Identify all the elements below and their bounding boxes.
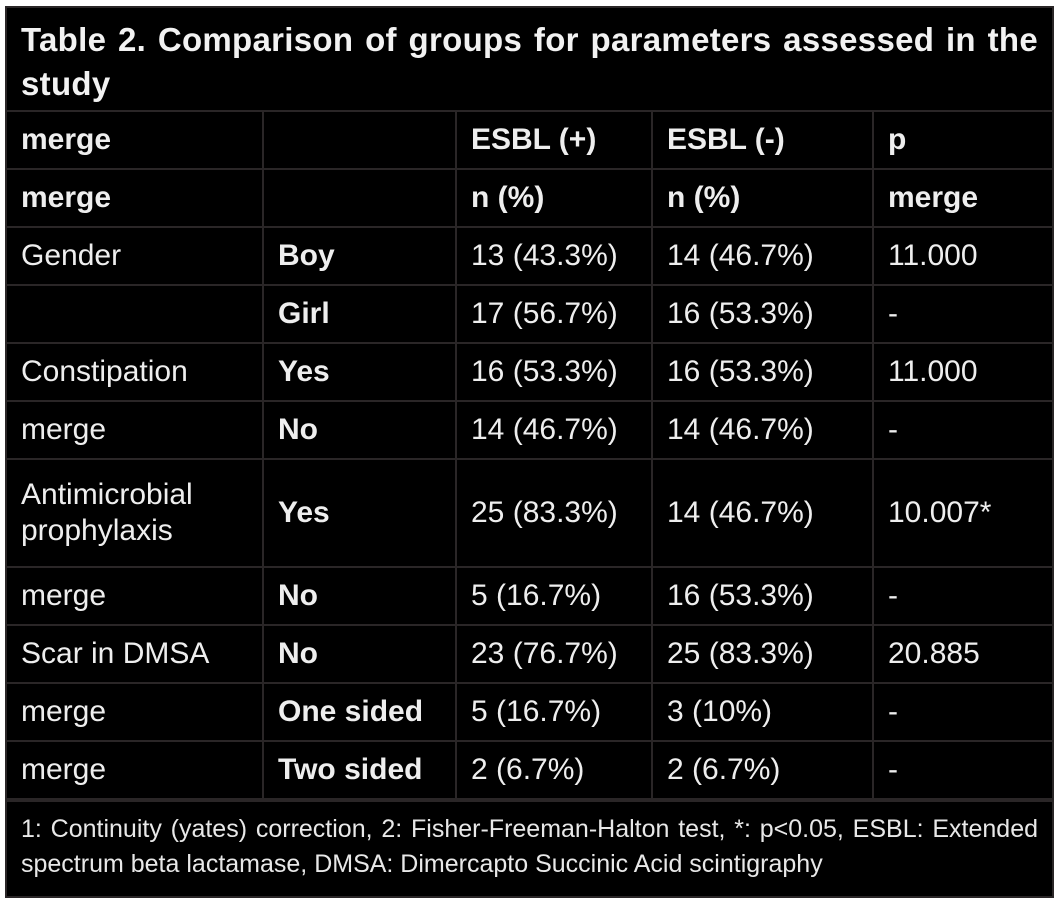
- parameter-cell: merge: [7, 682, 264, 742]
- table-row: Antimicrobial prophylaxis Yes 25 (83.3%)…: [7, 458, 1052, 568]
- parameter-cell: merge: [7, 740, 264, 800]
- p-value-cell: 20.885: [872, 624, 1052, 684]
- parameter-cell: Scar in DMSA: [7, 624, 264, 684]
- esbl-positive-cell: 25 (83.3%): [455, 458, 653, 568]
- p-value-cell: 11.000: [872, 342, 1052, 402]
- esbl-positive-cell: 5 (16.7%): [455, 682, 653, 742]
- header-cell: merge: [7, 168, 264, 228]
- category-cell: No: [262, 624, 457, 684]
- category-cell: Girl: [262, 284, 457, 344]
- table-footnote: 1: Continuity (yates) correction, 2: Fis…: [7, 800, 1052, 882]
- esbl-negative-cell: 16 (53.3%): [651, 566, 874, 626]
- category-cell: One sided: [262, 682, 457, 742]
- p-value-cell: 10.007*: [872, 458, 1052, 568]
- table-row: merge No 5 (16.7%) 16 (53.3%) -: [7, 566, 1052, 626]
- esbl-negative-cell: 3 (10%): [651, 682, 874, 742]
- header-cell: [262, 168, 457, 228]
- category-cell: Yes: [262, 458, 457, 568]
- esbl-negative-cell: 14 (46.7%): [651, 458, 874, 568]
- p-value-cell: 11.000: [872, 226, 1052, 286]
- esbl-negative-cell: 2 (6.7%): [651, 740, 874, 800]
- table-container: Table 2. Comparison of groups for parame…: [5, 6, 1054, 898]
- parameter-cell: Constipation: [7, 342, 264, 402]
- esbl-positive-cell: 17 (56.7%): [455, 284, 653, 344]
- table-row: Constipation Yes 16 (53.3%) 16 (53.3%) 1…: [7, 342, 1052, 402]
- p-value-cell: -: [872, 566, 1052, 626]
- parameter-cell: merge: [7, 566, 264, 626]
- table-row: merge No 14 (46.7%) 14 (46.7%) -: [7, 400, 1052, 460]
- parameter-cell: Gender: [7, 226, 264, 286]
- esbl-positive-cell: 13 (43.3%): [455, 226, 653, 286]
- esbl-positive-cell: 2 (6.7%): [455, 740, 653, 800]
- esbl-negative-cell: 14 (46.7%): [651, 226, 874, 286]
- table-row: Scar in DMSA No 23 (76.7%) 25 (83.3%) 20…: [7, 624, 1052, 684]
- category-cell: Yes: [262, 342, 457, 402]
- header-row: merge n (%) n (%) merge: [7, 168, 1052, 228]
- p-value-cell: -: [872, 400, 1052, 460]
- category-cell: Two sided: [262, 740, 457, 800]
- header-row: merge ESBL (+) ESBL (-) p: [7, 112, 1052, 170]
- category-cell: Boy: [262, 226, 457, 286]
- header-unit: n (%): [651, 168, 874, 228]
- p-value-cell: -: [872, 740, 1052, 800]
- header-esbl-positive: ESBL (+): [455, 112, 653, 170]
- parameter-cell: Antimicrobial prophylaxis: [7, 458, 264, 568]
- table-row: merge One sided 5 (16.7%) 3 (10%) -: [7, 682, 1052, 742]
- header-unit: n (%): [455, 168, 653, 228]
- comparison-table: merge ESBL (+) ESBL (-) p merge n (%) n …: [7, 112, 1052, 800]
- esbl-negative-cell: 16 (53.3%): [651, 342, 874, 402]
- esbl-negative-cell: 25 (83.3%): [651, 624, 874, 684]
- p-value-cell: -: [872, 682, 1052, 742]
- table-row: Girl 17 (56.7%) 16 (53.3%) -: [7, 284, 1052, 344]
- parameter-cell: [7, 284, 264, 344]
- esbl-negative-cell: 16 (53.3%): [651, 284, 874, 344]
- header-esbl-negative: ESBL (-): [651, 112, 874, 170]
- category-cell: No: [262, 566, 457, 626]
- esbl-negative-cell: 14 (46.7%): [651, 400, 874, 460]
- parameter-cell: merge: [7, 400, 264, 460]
- esbl-positive-cell: 23 (76.7%): [455, 624, 653, 684]
- header-cell: merge: [7, 112, 264, 170]
- esbl-positive-cell: 5 (16.7%): [455, 566, 653, 626]
- p-value-cell: -: [872, 284, 1052, 344]
- esbl-positive-cell: 14 (46.7%): [455, 400, 653, 460]
- header-cell: [262, 112, 457, 170]
- header-p: p: [872, 112, 1052, 170]
- table-row: merge Two sided 2 (6.7%) 2 (6.7%) -: [7, 740, 1052, 800]
- esbl-positive-cell: 16 (53.3%): [455, 342, 653, 402]
- table-row: Gender Boy 13 (43.3%) 14 (46.7%) 11.000: [7, 226, 1052, 286]
- table-title: Table 2. Comparison of groups for parame…: [7, 8, 1052, 112]
- header-cell: merge: [872, 168, 1052, 228]
- category-cell: No: [262, 400, 457, 460]
